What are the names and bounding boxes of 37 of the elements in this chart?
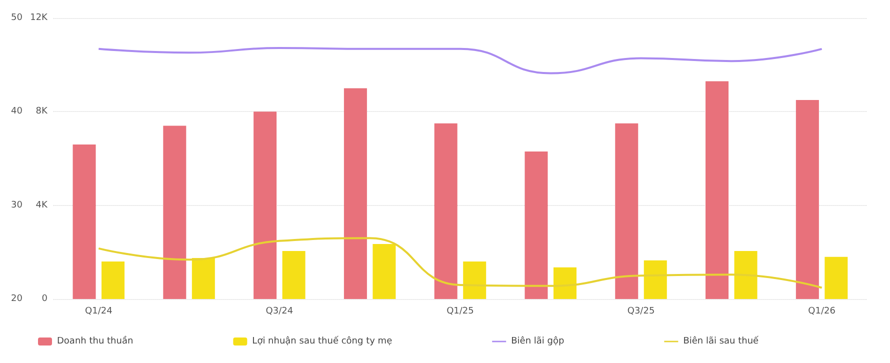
- legend-label: Biên lãi sau thuế: [683, 336, 760, 346]
- x-tick-label: Q1/26: [808, 306, 836, 316]
- bar: [615, 123, 638, 299]
- bar: [644, 260, 667, 299]
- bar: [434, 123, 458, 299]
- legend-label: Doanh thu thuần: [57, 336, 134, 346]
- x-tick-label: Q1/24: [85, 306, 113, 316]
- bar: [254, 112, 277, 299]
- bar: [344, 88, 367, 299]
- bar: [553, 267, 576, 299]
- bar: [72, 144, 96, 299]
- y-tick-label: 8K: [36, 106, 49, 117]
- bar: [796, 100, 819, 299]
- y-tick-label: 0: [42, 294, 48, 304]
- bar: [372, 244, 396, 299]
- x-tick-label: Q3/25: [627, 306, 655, 316]
- bar: [282, 250, 306, 299]
- y-tick-label: 4K: [36, 200, 49, 210]
- bar: [524, 151, 548, 299]
- bar: [463, 262, 486, 299]
- y2-tick-label: 50: [11, 13, 23, 23]
- bar: [163, 126, 186, 299]
- legend-label: Biên lãi gộp: [511, 336, 564, 346]
- line-series: [98, 46, 823, 74]
- legend-label: Lợi nhuận sau thuế công ty mẹ: [252, 336, 393, 346]
- bar: [102, 262, 125, 299]
- y-tick-label: 12K: [30, 13, 49, 23]
- x-tick-label: Q1/25: [446, 306, 474, 316]
- y2-tick-label: 20: [11, 294, 23, 304]
- x-tick-label: Q3/24: [266, 306, 294, 316]
- y2-tick-label: 40: [11, 106, 23, 117]
- line-series: [98, 237, 823, 289]
- y2-tick-label: 30: [11, 200, 23, 210]
- bar: [192, 258, 215, 299]
- bar: [824, 256, 848, 299]
- bar: [706, 81, 729, 299]
- bar: [734, 250, 758, 299]
